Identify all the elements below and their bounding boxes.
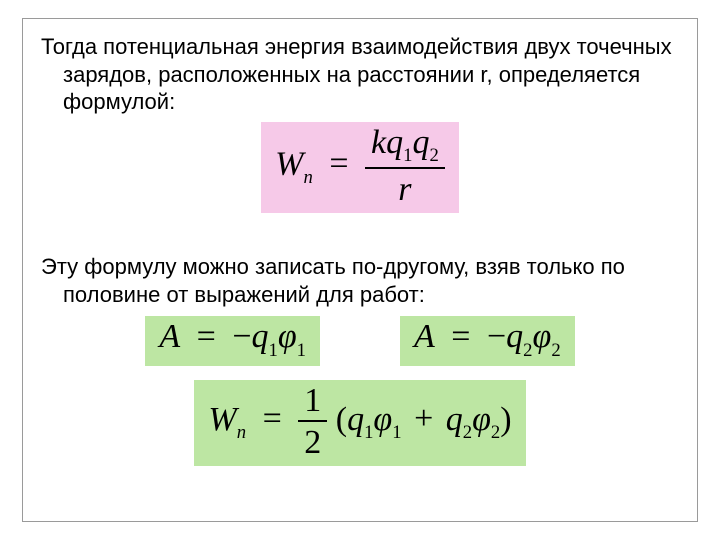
numerator: kq1q2 [365,126,445,170]
formula-a2-box: A = −q2φ2 [400,316,575,366]
sym-q: q [506,318,523,355]
paragraph-1: Тогда потенциальная энергия взаимодейств… [41,33,679,116]
formula-wn2-box: Wn = 1 2 (q1φ1 + q2φ2) [194,380,525,466]
sym-phi1: φ [373,400,392,437]
sym-eq: = [189,318,224,355]
sym-q2-sub: 2 [463,422,472,443]
sym-A: A [159,318,180,355]
sym-phi1-sub: 1 [392,422,401,443]
formula-wn2-row: Wn = 1 2 (q1φ1 + q2φ2) [41,380,679,466]
sym-q2: q [412,124,429,161]
sym-W-sub: n [237,422,246,443]
sym-q1-sub: 1 [403,145,412,166]
content-frame: Тогда потенциальная энергия взаимодейств… [22,18,698,522]
sym-minus: − [232,318,251,355]
sym-phi2: φ [472,400,491,437]
formula-a1-box: A = −q1φ1 [145,316,320,366]
sym-open-paren: ( [336,400,347,437]
paragraph-2: Эту формулу можно записать по-другому, в… [41,253,679,308]
sym-q2-sub: 2 [429,145,438,166]
sym-q: q [252,318,269,355]
sym-plus: + [410,400,437,437]
sym-phi: φ [533,318,552,355]
slide: Тогда потенциальная энергия взаимодейств… [0,0,720,540]
sym-q1: q [347,400,364,437]
sym-phi: φ [278,318,297,355]
sym-eq: = [255,400,290,437]
formula-a-pair: A = −q1φ1 A = −q2φ2 [41,316,679,366]
sym-A: A [414,318,435,355]
sym-W: W [275,145,303,182]
half-den: 2 [298,422,327,460]
sym-q1-sub: 1 [364,422,373,443]
sym-q1: q [386,124,403,161]
sym-q-sub: 2 [523,340,532,361]
fraction-kq1q2-over-r: kq1q2 r [365,126,445,208]
sym-k: k [371,124,386,161]
fraction-half: 1 2 [298,384,327,460]
sym-q-sub: 1 [269,340,278,361]
sym-eq: = [321,145,356,182]
sym-W: W [208,400,236,437]
sym-W-sub: n [304,167,313,188]
sym-phi2-sub: 2 [491,422,500,443]
sym-phi-sub: 2 [551,340,560,361]
formula-wn-box: Wn = kq1q2 r [261,122,459,214]
sym-minus: − [487,318,506,355]
sym-phi-sub: 1 [297,340,306,361]
formula-wn-row: Wn = kq1q2 r [41,122,679,214]
sym-eq: = [443,318,478,355]
half-num: 1 [298,384,327,422]
denominator: r [365,169,445,207]
sym-close-paren: ) [500,400,511,437]
sym-q2: q [446,400,463,437]
